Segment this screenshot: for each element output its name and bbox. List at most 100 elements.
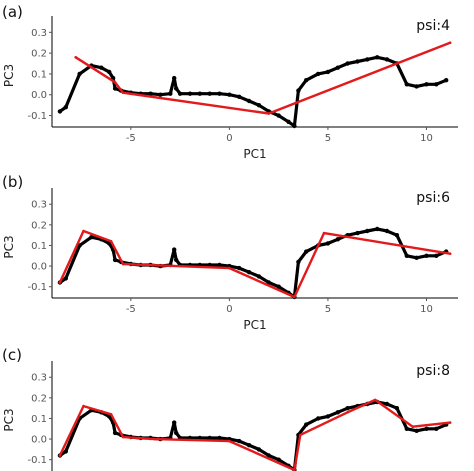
data-point [237, 438, 242, 444]
fit-breakpoint [228, 266, 231, 270]
data-point [384, 57, 390, 62]
data-point [276, 113, 281, 118]
data-point [107, 69, 112, 75]
data-point [335, 410, 340, 415]
data-point [414, 428, 419, 433]
data-point [394, 233, 400, 238]
data-point [414, 255, 419, 260]
data-point [99, 65, 104, 70]
fit-breakpoint [448, 41, 452, 44]
data-point [187, 91, 193, 96]
data-point [174, 86, 179, 91]
data-point [375, 55, 380, 60]
data-point [325, 241, 331, 246]
x-tick-label: 5 [325, 133, 331, 144]
data-point [292, 123, 297, 129]
x-axis-title: PC1 [243, 147, 266, 161]
data-point [177, 91, 183, 96]
fit-breakpoint [121, 91, 125, 94]
fit-breakpoint [411, 425, 415, 428]
data-point [276, 284, 281, 289]
data-point [172, 75, 177, 81]
data-point [345, 61, 350, 66]
fit-breakpoint [109, 413, 113, 416]
data-point [335, 65, 340, 70]
x-axis-title: PC1 [243, 318, 266, 332]
y-tick-label: 0.1 [31, 69, 47, 80]
fit-breakpoint [228, 439, 231, 443]
data-point [434, 82, 439, 87]
data-point [148, 91, 153, 96]
panel-label: (a) [2, 3, 23, 21]
data-point [325, 414, 331, 419]
fit-breakpoint [121, 262, 125, 266]
data-point [304, 422, 309, 427]
data-point [112, 257, 118, 263]
y-tick-label: 0.1 [31, 241, 47, 252]
data-point [384, 228, 390, 234]
data-point [394, 406, 400, 411]
data-point [256, 103, 262, 108]
fit-breakpoint [293, 468, 296, 471]
y-axis-title: PC3 [2, 235, 16, 258]
data-point [174, 257, 179, 263]
fit-breakpoint [267, 112, 271, 115]
data-point [424, 426, 429, 431]
data-point [304, 249, 309, 254]
data-point [246, 443, 252, 448]
data-point [365, 228, 370, 234]
y-tick-label: 0.2 [31, 49, 47, 60]
fit-breakpoint [113, 81, 117, 84]
fit-breakpoint [346, 411, 349, 414]
data-point [345, 406, 350, 411]
data-point [246, 98, 252, 104]
data-point [217, 262, 222, 268]
data-point [168, 91, 173, 96]
fit-breakpoint [82, 229, 85, 233]
data-point [365, 57, 370, 62]
data-point [325, 69, 331, 75]
data-point [315, 71, 321, 77]
data-point [256, 447, 262, 452]
x-tick-label: -5 [126, 133, 136, 144]
fit-line [74, 41, 452, 115]
data-point [207, 91, 212, 96]
y-tick-label: 0.3 [31, 28, 47, 39]
data-point [112, 430, 118, 436]
data-point [63, 449, 68, 454]
y-tick-label: -0.1 [27, 455, 47, 466]
data-point [237, 94, 242, 100]
fit-breakpoint [299, 433, 302, 437]
y-tick-label: 0.2 [31, 393, 47, 404]
data-point [404, 82, 409, 87]
panel-label: (c) [2, 346, 22, 364]
data-point [355, 59, 360, 64]
data-trace [58, 227, 448, 299]
fit-breakpoint [322, 231, 326, 235]
x-tick-label: 0 [226, 133, 232, 144]
fit-breakpoint [58, 281, 62, 284]
fit-breakpoint [448, 421, 452, 424]
data-point [355, 230, 360, 236]
data-point [89, 235, 94, 240]
data-point [404, 253, 409, 258]
data-point [414, 84, 419, 89]
x-tick-label: 10 [420, 133, 433, 144]
fit-breakpoint [293, 295, 296, 299]
data-point [227, 92, 232, 97]
y-axis-title: PC3 [2, 64, 16, 87]
fit-line [58, 398, 452, 471]
y-tick-label: -0.1 [27, 111, 47, 122]
data-point [434, 253, 439, 258]
data-point [296, 88, 301, 93]
fit-breakpoint [109, 240, 113, 243]
psi-annotation: psi:8 [416, 363, 450, 379]
y-tick-label: 0.0 [31, 435, 47, 446]
y-tick-label: 0.1 [31, 414, 47, 425]
panel-b: (b) psi:6 -0.1 0.0 0.1 0.2 0.3 PC3 -5 0 5 10 PC1 [2, 173, 458, 332]
data-point [444, 78, 449, 83]
data-point [217, 91, 222, 96]
data-point [77, 71, 82, 77]
data-point [286, 119, 291, 125]
data-point [304, 78, 309, 83]
